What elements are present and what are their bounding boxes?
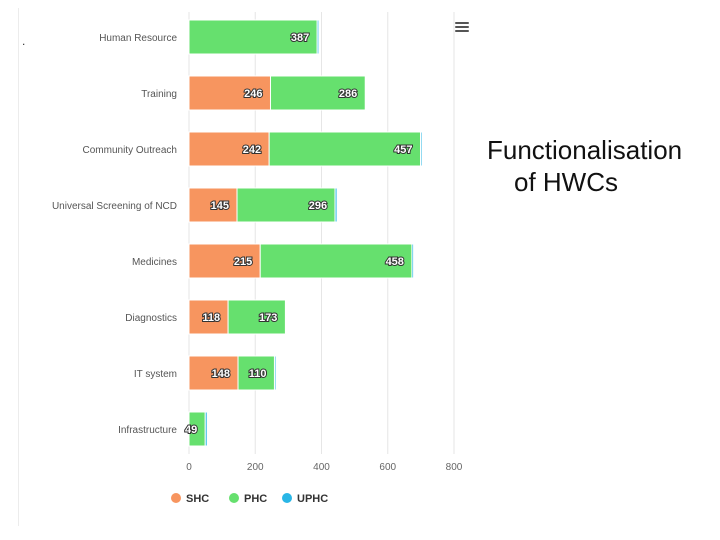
data-label-shc: 242 [243, 144, 261, 156]
data-label-shc: 246 [244, 88, 262, 100]
data-label-phc: 458 [386, 256, 404, 268]
legend-label-shc: SHC [186, 493, 209, 505]
bar-uphc-0 [316, 19, 320, 55]
x-tick-label: 200 [247, 462, 264, 473]
bar-phc-3 [236, 187, 336, 223]
category-label: Training [141, 89, 177, 100]
bar-shc-2 [188, 131, 270, 167]
category-label: Human Resource [99, 33, 177, 44]
stray-dot: . [22, 34, 26, 48]
data-label-phc: 173 [259, 312, 277, 324]
legend-label-phc: PHC [244, 493, 267, 505]
data-label-shc: 215 [234, 256, 252, 268]
bar-shc-5 [188, 299, 229, 335]
category-label: Universal Screening of NCD [52, 201, 177, 212]
bar-phc-1 [269, 75, 366, 111]
bar-phc-5 [227, 299, 286, 335]
data-label-phc: 49 [185, 424, 197, 436]
x-tick-label: 400 [313, 462, 330, 473]
bar-phc-0 [188, 19, 318, 55]
bar-shc-4 [188, 243, 261, 279]
bar-uphc-2 [420, 131, 423, 167]
hamburger-menu-icon[interactable] [455, 22, 469, 34]
slide-title-line2: of HWCs [514, 167, 618, 197]
category-label: Diagnostics [125, 313, 177, 324]
bar-shc-6 [188, 355, 239, 391]
data-label-shc: 118 [202, 312, 220, 324]
bar-phc-2 [268, 131, 422, 167]
data-label-phc: 296 [309, 200, 327, 212]
category-label: Medicines [132, 257, 177, 268]
data-label-phc: 387 [291, 32, 309, 44]
x-tick-label: 0 [186, 462, 192, 473]
category-label: IT system [134, 369, 177, 380]
x-tick-label: 800 [446, 462, 463, 473]
x-tick-label: 600 [379, 462, 396, 473]
bar-shc-3 [188, 187, 238, 223]
data-label-phc: 110 [249, 368, 267, 380]
bar-uphc-4 [411, 243, 415, 279]
bar-uphc-7 [204, 411, 208, 447]
data-label-phc: 457 [394, 144, 412, 156]
category-label: Community Outreach [83, 145, 177, 156]
legend-marker-uphc [282, 493, 292, 503]
slide-title-line1: Functionalisation [487, 135, 683, 165]
bar-phc-4 [259, 243, 413, 279]
data-label-phc: 286 [339, 88, 357, 100]
legend-marker-shc [171, 493, 181, 503]
bar-uphc-3 [334, 187, 338, 223]
bar-uphc-6 [273, 355, 277, 391]
data-label-shc: 145 [211, 200, 229, 212]
legend-marker-phc [229, 493, 239, 503]
legend-label-uphc: UPHC [297, 493, 328, 505]
category-label: Infrastructure [118, 425, 177, 436]
data-label-shc: 148 [212, 368, 230, 380]
slide-title: Functionalisation of HWCs [487, 134, 715, 198]
